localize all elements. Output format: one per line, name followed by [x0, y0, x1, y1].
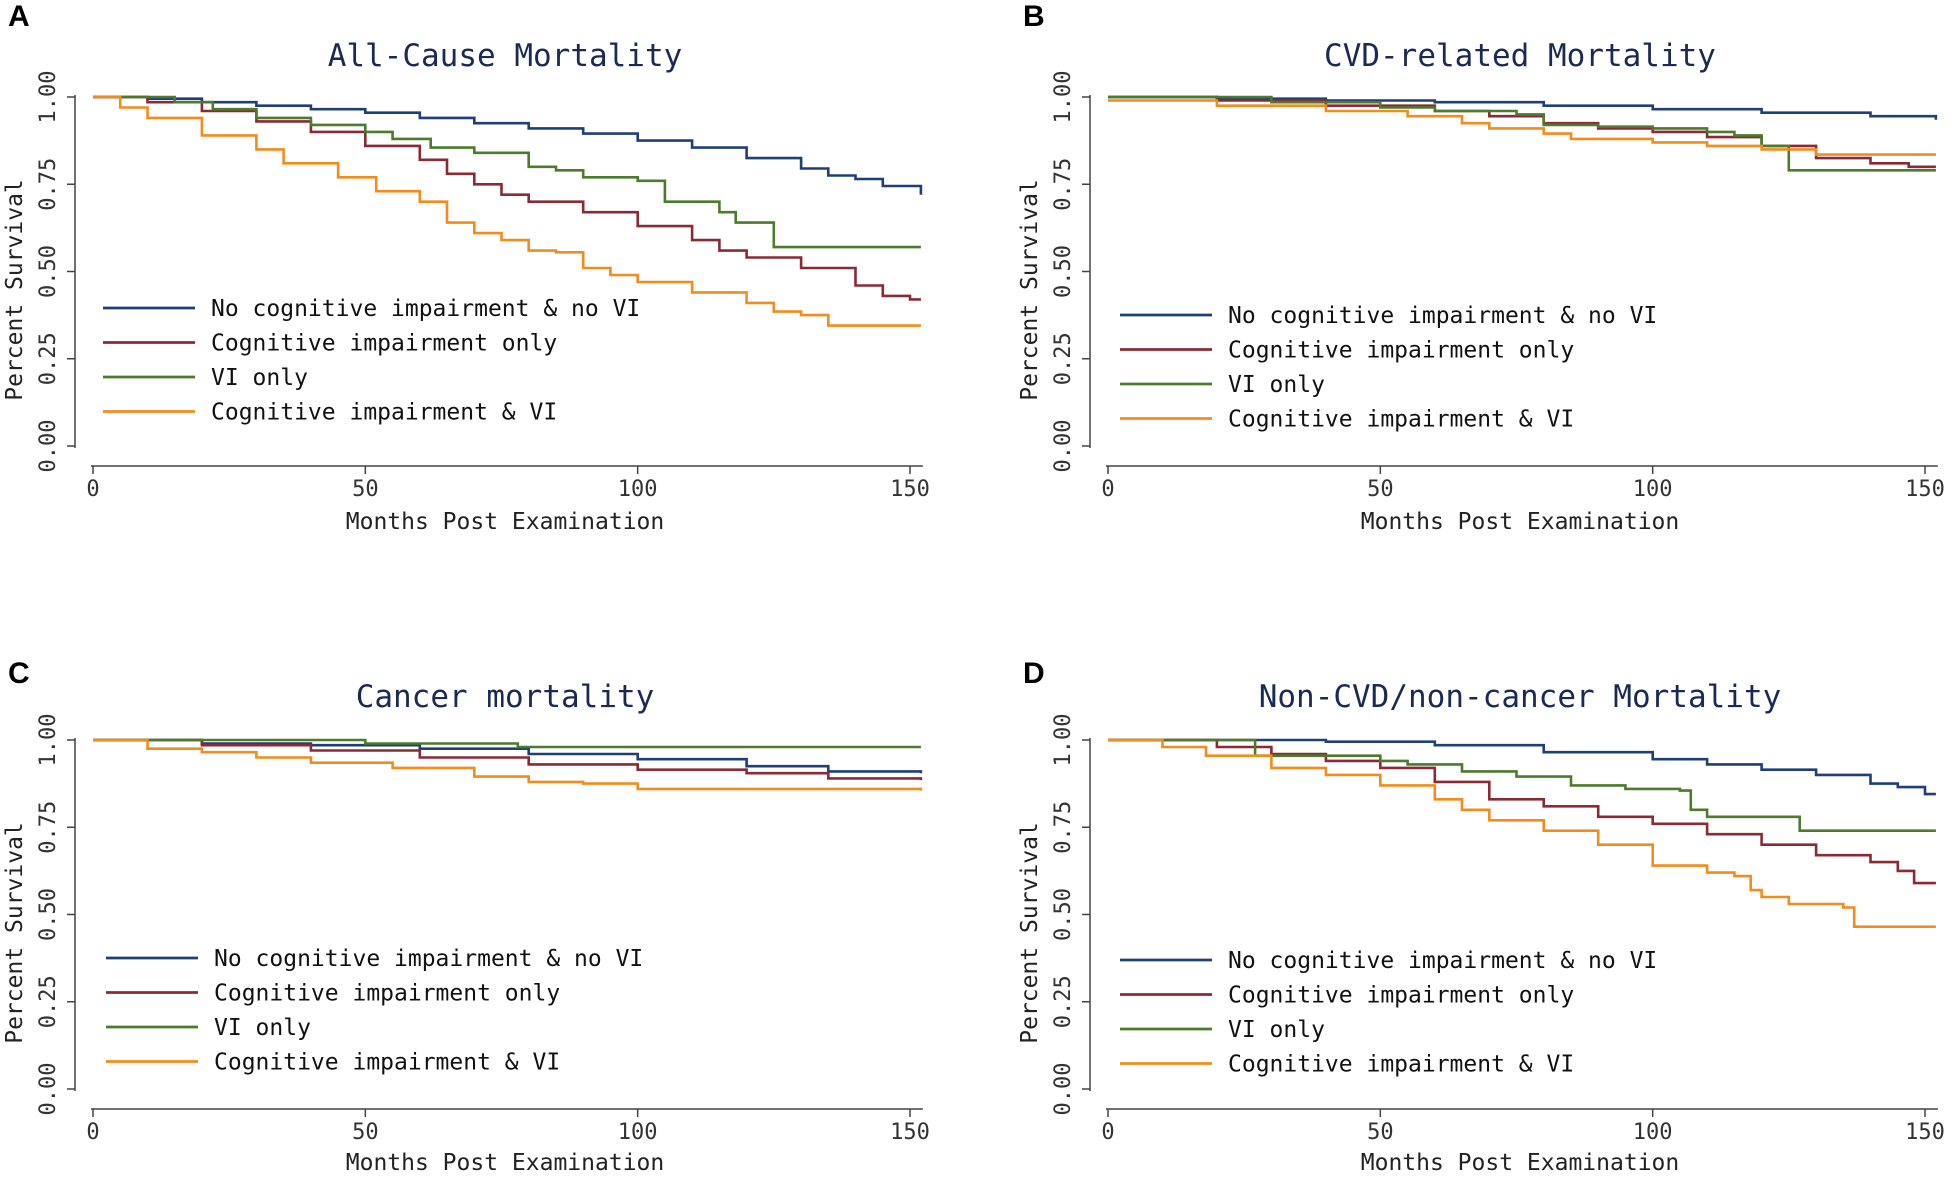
series-line-2: [93, 738, 923, 781]
x-tick-label: 150: [890, 477, 930, 502]
x-tick-label: 0: [1101, 1120, 1114, 1145]
legend-label: VI only: [211, 365, 308, 391]
x-tick-label: 150: [1905, 477, 1945, 502]
legend-label: VI only: [1228, 372, 1325, 398]
legend-label: No cognitive impairment & no VI: [1228, 948, 1657, 974]
series-line-1: [1108, 95, 1938, 120]
series-line-4: [1108, 99, 1936, 156]
legend-label: Cognitive impairment only: [214, 981, 560, 1007]
y-axis-label: Percent Survival: [2, 822, 28, 1044]
y-tick-label: 0.00: [1051, 1063, 1076, 1116]
series-line-3: [93, 738, 921, 749]
panel-letter: C: [8, 657, 30, 690]
panel-c: C Cancer mortality Months Post Examinati…: [2, 657, 930, 1176]
panel-letter: A: [8, 0, 30, 33]
legend-label: VI only: [214, 1015, 311, 1041]
y-tick-label: 0.25: [36, 332, 61, 385]
y-tick-label: 1.00: [1051, 714, 1076, 767]
legend-label: Cognitive impairment & VI: [214, 1050, 560, 1076]
x-tick-label: 50: [352, 477, 379, 502]
x-tick-label: 50: [1367, 1120, 1394, 1145]
x-axis-label: Months Post Examination: [346, 1150, 665, 1174]
x-tick-label: 0: [1101, 477, 1114, 502]
series-line-3: [1108, 95, 1936, 172]
y-tick-label: 0.25: [1051, 332, 1076, 385]
x-tick-label: 50: [352, 1120, 379, 1145]
chart-title: CVD-related Mortality: [1324, 38, 1716, 74]
legend-label: No cognitive impairment & no VI: [1228, 303, 1657, 329]
panel-a: A All-Cause Mortality Months Post Examin…: [2, 0, 930, 535]
x-tick-label: 150: [890, 1120, 930, 1145]
y-tick-label: 1.00: [1051, 71, 1076, 124]
chart-title: Non-CVD/non-cancer Mortality: [1259, 679, 1782, 715]
series-line-1: [93, 738, 923, 774]
chart-title: All-Cause Mortality: [328, 38, 683, 74]
series-line-2: [93, 95, 921, 301]
x-axis-label: Months Post Examination: [346, 509, 665, 535]
series-line-1: [93, 95, 923, 195]
legend-label: Cognitive impairment only: [1228, 983, 1574, 1009]
x-tick-label: 100: [1633, 477, 1673, 502]
legend-label: Cognitive impairment only: [1228, 338, 1574, 364]
series-line-4: [93, 95, 921, 327]
x-tick-label: 150: [1905, 1120, 1945, 1145]
y-tick-label: 0.50: [36, 888, 61, 941]
y-tick-label: 0.75: [36, 801, 61, 854]
x-tick-label: 50: [1367, 477, 1394, 502]
series-line-3: [93, 95, 921, 249]
legend-label: VI only: [1228, 1017, 1325, 1043]
panel-letter: B: [1023, 0, 1045, 33]
series-line-4: [93, 738, 923, 791]
y-tick-label: 0.50: [1051, 245, 1076, 298]
x-tick-label: 0: [86, 1120, 99, 1145]
y-tick-label: 0.75: [1051, 801, 1076, 854]
y-axis-label: Percent Survival: [1017, 822, 1043, 1044]
y-tick-label: 1.00: [36, 714, 61, 767]
legend-label: No cognitive impairment & no VI: [211, 296, 640, 322]
panel-d: D Non-CVD/non-cancer Mortality Months Po…: [1017, 657, 1945, 1176]
y-axis-label: Percent Survival: [2, 179, 28, 401]
x-axis-label: Months Post Examination: [1361, 1150, 1680, 1174]
y-tick-label: 0.00: [36, 420, 61, 473]
x-tick-label: 100: [1633, 1120, 1673, 1145]
panel-b: B CVD-related Mortality Months Post Exam…: [1017, 0, 1945, 535]
legend-label: Cognitive impairment & VI: [1228, 1052, 1574, 1078]
x-tick-label: 100: [618, 1120, 658, 1145]
y-axis-label: Percent Survival: [1017, 179, 1043, 401]
y-tick-label: 0.00: [36, 1063, 61, 1116]
y-tick-label: 0.00: [1051, 420, 1076, 473]
y-tick-label: 0.50: [1051, 888, 1076, 941]
panel-letter: D: [1023, 657, 1045, 690]
y-tick-label: 0.50: [36, 245, 61, 298]
x-tick-label: 0: [86, 477, 99, 502]
y-tick-label: 0.75: [1051, 158, 1076, 211]
legend-label: No cognitive impairment & no VI: [214, 946, 643, 972]
x-tick-label: 100: [618, 477, 658, 502]
y-tick-label: 0.25: [1051, 975, 1076, 1028]
y-tick-label: 1.00: [36, 71, 61, 124]
y-tick-label: 0.25: [36, 975, 61, 1028]
series-line-3: [1108, 738, 1936, 832]
y-tick-label: 0.75: [36, 158, 61, 211]
legend-label: Cognitive impairment only: [211, 331, 557, 357]
legend-label: Cognitive impairment & VI: [211, 400, 557, 426]
x-axis-label: Months Post Examination: [1361, 509, 1680, 535]
series-line-1: [1108, 738, 1936, 796]
series-line-4: [1108, 738, 1936, 928]
legend-label: Cognitive impairment & VI: [1228, 407, 1574, 433]
series-line-2: [1108, 95, 1936, 169]
chart-title: Cancer mortality: [356, 679, 655, 715]
